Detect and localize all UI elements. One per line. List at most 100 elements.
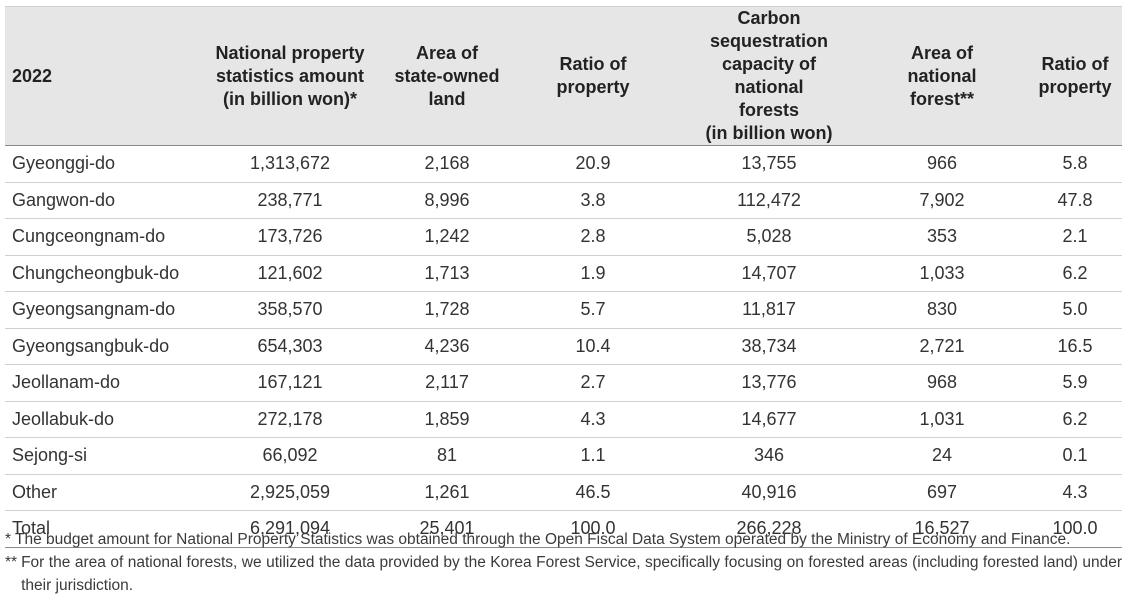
table-row: Jeollabuk-do 272,178 1,859 4.3 14,677 1,031 6.… — [5, 401, 1122, 438]
table-cell: 5.7 — [504, 291, 682, 329]
header-line: Carbon sequestration — [709, 8, 829, 51]
table-row: Chungcheongbuk-do 121,602 1,713 1.9 14,707 1,… — [5, 255, 1122, 292]
table-cell: 2,168 — [390, 145, 504, 183]
table-cell: 1,728 — [390, 291, 504, 329]
table-row: Gyeongsangnam-do 358,570 1,728 5.7 11,817 830… — [5, 291, 1122, 329]
table-cell: 272,178 — [190, 401, 390, 438]
table-cell: 968 — [856, 364, 1028, 402]
table-cell: 66,092 — [190, 437, 390, 475]
table-cell: 4.3 — [504, 401, 682, 438]
table-cell: 100.0 — [504, 510, 682, 548]
table-cell: 2.8 — [504, 218, 682, 256]
table-cell: 654,303 — [190, 328, 390, 365]
table-cell: 1,313,672 — [190, 145, 390, 183]
header-line: state-owned — [394, 65, 500, 86]
region-name: Jeollanam-do — [5, 364, 190, 402]
header-line: Ratio of — [559, 54, 627, 74]
table-cell: 8,996 — [390, 182, 504, 219]
footnote-1: * The budget amount for National Propert… — [5, 528, 1122, 551]
table-cell: 7,902 — [856, 182, 1028, 219]
table-cell: 3.8 — [504, 182, 682, 219]
region-name: Chungcheongbuk-do — [5, 255, 190, 292]
table-cell: 238,771 — [190, 182, 390, 219]
table-row: Jeollanam-do 167,121 2,117 2.7 13,776 968 5.9 — [5, 364, 1122, 402]
table-cell: 47.8 — [1028, 182, 1122, 219]
table-cell: 2,117 — [390, 364, 504, 402]
table-cell: 121,602 — [190, 255, 390, 292]
table-cell: 81 — [390, 437, 504, 475]
region-name: Other — [5, 474, 190, 511]
table-cell: 100.0 — [1028, 510, 1122, 548]
header-line: (in billion won)* — [223, 88, 357, 109]
table-row: Sejong-si 66,092 81 1.1 346 24 0.1 — [5, 437, 1122, 475]
table-cell: 6.2 — [1028, 255, 1122, 292]
header-line: national — [907, 65, 977, 86]
header-line: property — [1038, 77, 1112, 97]
total-row: Total 6,291,094 25,401 100.0 266,228 16,527 10… — [5, 510, 1122, 548]
table-cell: 4.3 — [1028, 474, 1122, 511]
table-cell: 6.2 — [1028, 401, 1122, 438]
column-header: Carbon sequestration capacity of national… — [682, 6, 856, 146]
region-name: Gyeongsangnam-do — [5, 291, 190, 329]
table-cell: 1,713 — [390, 255, 504, 292]
region-name: Gyeonggi-do — [5, 145, 190, 183]
header-line: capacity of national — [721, 54, 817, 97]
table-cell: 2.1 — [1028, 218, 1122, 256]
table-cell: 1,859 — [390, 401, 504, 438]
table-cell: 167,121 — [190, 364, 390, 402]
footnote-mark: * — [5, 531, 12, 548]
table-cell: 20.9 — [504, 145, 682, 183]
footnote-text: For the area of national forests, we uti… — [21, 554, 1122, 594]
column-header: National property statistics amount (in bi… — [190, 6, 390, 146]
table-cell: 966 — [856, 145, 1028, 183]
header-row: 2022 National property statistics amount (i… — [5, 6, 1122, 146]
table-cell: 24 — [856, 437, 1028, 475]
table-cell: 112,472 — [682, 182, 856, 219]
table-cell: 353 — [856, 218, 1028, 256]
table-cell: 6,291,094 — [190, 510, 390, 548]
region-name: Jeollabuk-do — [5, 401, 190, 438]
table-cell: 1,033 — [856, 255, 1028, 292]
table-cell: 173,726 — [190, 218, 390, 256]
region-name: Sejong-si — [5, 437, 190, 475]
table-row: Other 2,925,059 1,261 46.5 40,916 697 4.3 — [5, 474, 1122, 511]
header-line: (in billion won) — [705, 123, 833, 143]
header-line: land — [428, 88, 466, 109]
header-line: statistics amount — [215, 65, 365, 86]
table-cell: 10.4 — [504, 328, 682, 365]
table-cell: 1.1 — [504, 437, 682, 475]
table-body: Gyeonggi-do 1,313,672 2,168 20.9 13,755 966 5.… — [5, 145, 1122, 548]
region-name: Gangwon-do — [5, 182, 190, 219]
table-cell: 2,721 — [856, 328, 1028, 365]
footnote-text: The budget amount for National Property … — [15, 531, 1071, 548]
table-cell: 830 — [856, 291, 1028, 329]
table-cell: 1,261 — [390, 474, 504, 511]
table-cell: 266,228 — [682, 510, 856, 548]
table-cell: 16,527 — [856, 510, 1028, 548]
table-row: Gangwon-do 238,771 8,996 3.8 112,472 7,902 47.… — [5, 182, 1122, 219]
table-row: Cungceongnam-do 173,726 1,242 2.8 5,028 353 2.… — [5, 218, 1122, 256]
region-name: Total — [5, 510, 190, 548]
table-cell: 4,236 — [390, 328, 504, 365]
table-cell: 1,242 — [390, 218, 504, 256]
table-cell: 13,755 — [682, 145, 856, 183]
column-header: Ratio of property — [1028, 6, 1122, 146]
column-header: Area of national forest** — [856, 6, 1028, 146]
table-header: 2022 National property statistics amount (i… — [5, 6, 1122, 146]
header-line: 2022 — [12, 65, 53, 86]
header-line: forest** — [909, 88, 975, 109]
region-name: Gyeongsangbuk-do — [5, 328, 190, 365]
table-cell: 5.0 — [1028, 291, 1122, 329]
footnote-mark: ** — [5, 554, 18, 571]
table-cell: 0.1 — [1028, 437, 1122, 475]
header-year: 2022 — [5, 6, 190, 146]
table-cell: 5,028 — [682, 218, 856, 256]
header-line: forests — [738, 100, 800, 120]
table-cell: 25,401 — [390, 510, 504, 548]
footnotes: * The budget amount for National Propert… — [5, 528, 1122, 597]
footnote-2: ** For the area of national forests, we … — [5, 551, 1122, 597]
column-header: Ratio of property — [504, 6, 682, 146]
table-cell: 14,707 — [682, 255, 856, 292]
table-cell: 11,817 — [682, 291, 856, 329]
